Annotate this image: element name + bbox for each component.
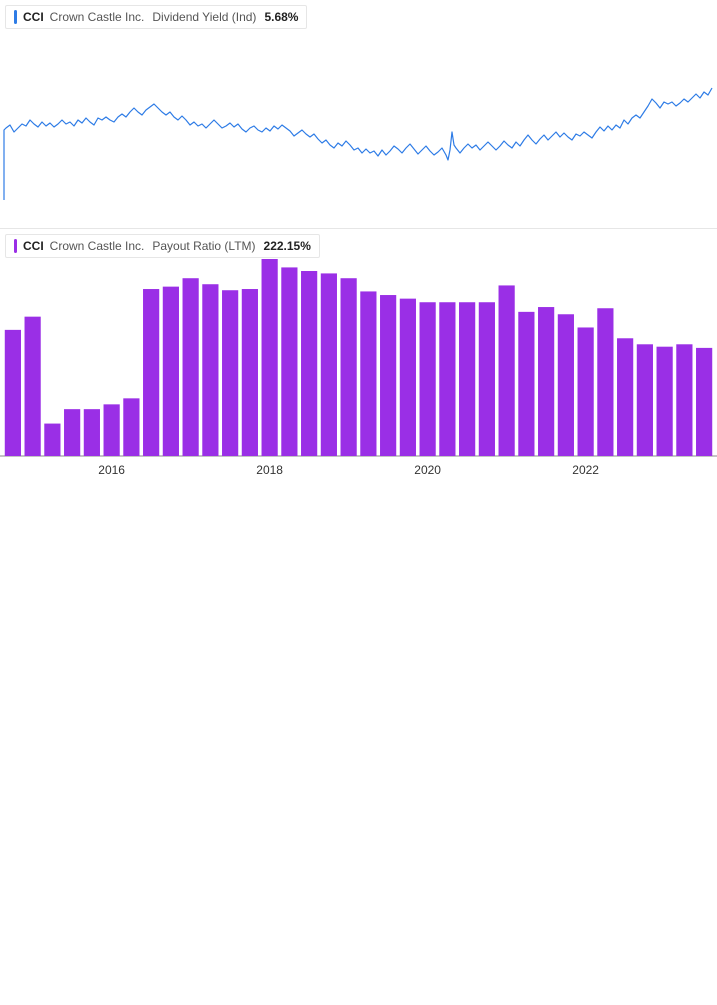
legend-company: Crown Castle Inc. — [50, 10, 145, 24]
payout-bar — [518, 312, 534, 456]
payout-bar — [439, 302, 455, 456]
payout-x-axis-labels: 2016 2018 2020 2022 — [0, 459, 717, 479]
legend-metric: Dividend Yield (Ind) — [152, 10, 256, 24]
payout-bar — [657, 347, 673, 456]
payout-bar — [617, 338, 633, 456]
payout-bar — [538, 307, 554, 456]
dividend-legend: CCI Crown Castle Inc. Dividend Yield (In… — [5, 5, 307, 29]
payout-bar — [25, 317, 41, 456]
payout-bar — [459, 302, 475, 456]
payout-bar — [499, 285, 515, 456]
payout-legend: CCI Crown Castle Inc. Payout Ratio (LTM)… — [5, 234, 320, 258]
payout-bar — [123, 398, 139, 456]
payout-bar — [479, 302, 495, 456]
payout-ratio-chart: CCI Crown Castle Inc. Payout Ratio (LTM)… — [0, 229, 717, 479]
payout-bar — [380, 295, 396, 456]
payout-bar — [183, 278, 199, 456]
payout-bar — [676, 344, 692, 456]
line-marker-icon — [14, 10, 17, 24]
payout-bar — [143, 289, 159, 456]
payout-bar — [301, 271, 317, 456]
legend-company: Crown Castle Inc. — [50, 239, 145, 253]
payout-bar — [637, 344, 653, 456]
payout-bar — [222, 290, 238, 456]
payout-bar — [44, 424, 60, 456]
payout-bar — [281, 267, 297, 456]
bar-marker-icon — [14, 239, 17, 253]
dividend-yield-chart: CCI Crown Castle Inc. Dividend Yield (In… — [0, 0, 717, 200]
payout-bar — [104, 404, 120, 456]
payout-bar — [64, 409, 80, 456]
x-axis-year-label: 2020 — [414, 463, 441, 477]
payout-bar — [578, 327, 594, 456]
payout-bar — [696, 348, 712, 456]
payout-bar — [163, 287, 179, 456]
x-axis-year-label: 2016 — [98, 463, 125, 477]
dividend-yield-line — [4, 88, 712, 200]
legend-ticker: CCI — [23, 10, 44, 24]
payout-bar — [262, 259, 278, 456]
payout-bar — [242, 289, 258, 456]
payout-bar-svg — [0, 229, 717, 459]
legend-value: 222.15% — [264, 239, 311, 253]
payout-bar — [321, 273, 337, 456]
x-axis-year-label: 2018 — [256, 463, 283, 477]
payout-bar — [202, 284, 218, 456]
payout-bar — [400, 299, 416, 456]
x-axis-year-label: 2022 — [572, 463, 599, 477]
payout-bar — [341, 278, 357, 456]
payout-bar — [360, 291, 376, 456]
legend-metric: Payout Ratio (LTM) — [152, 239, 255, 253]
payout-bar — [84, 409, 100, 456]
payout-bar — [558, 314, 574, 456]
payout-bar — [597, 308, 613, 456]
dividend-line-svg — [0, 0, 717, 200]
payout-bar — [420, 302, 436, 456]
legend-ticker: CCI — [23, 239, 44, 253]
payout-bar — [5, 330, 21, 456]
legend-value: 5.68% — [264, 10, 298, 24]
